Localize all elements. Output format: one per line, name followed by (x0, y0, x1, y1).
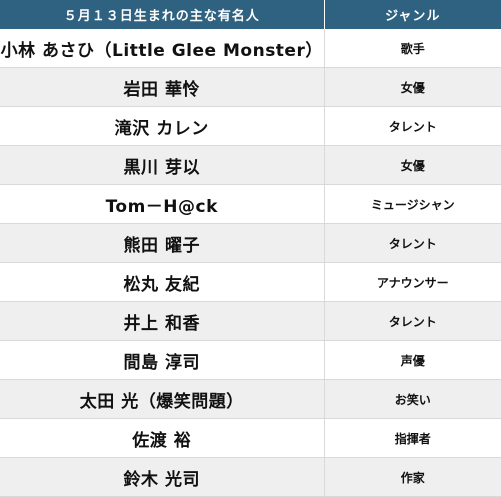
table-row: 間島 淳司 声優 (0, 340, 501, 380)
celebrity-name: 佐渡 裕 (0, 418, 325, 458)
celebrity-name: 鈴木 光司 (0, 457, 325, 497)
celebrity-genre: ミュージシャン (324, 184, 501, 224)
celebrity-genre: アナウンサー (324, 262, 501, 302)
celebrity-name: 太田 光（爆笑問題） (0, 379, 325, 419)
celebrity-genre: 作家 (324, 457, 501, 497)
table-row: 井上 和香 タレント (0, 301, 501, 341)
celebrity-name: 井上 和香 (0, 301, 325, 341)
table-row: 熊田 曜子 タレント (0, 223, 501, 263)
table-row: 滝沢 カレン タレント (0, 106, 501, 146)
table-row: 鈴木 光司 作家 (0, 457, 501, 497)
celebrity-name: Tom－H@ck (0, 184, 325, 224)
table-row: Tom－H@ck ミュージシャン (0, 184, 501, 224)
celebrity-genre: タレント (324, 106, 501, 146)
celebrity-name: 松丸 友紀 (0, 262, 325, 302)
table-row: 松丸 友紀 アナウンサー (0, 262, 501, 302)
celebrity-genre: 声優 (324, 340, 501, 380)
celebrity-genre: 女優 (324, 145, 501, 185)
table-row: 岩田 華怜 女優 (0, 67, 501, 107)
celebrity-name: 滝沢 カレン (0, 106, 325, 146)
header-name: ５月１３日生まれの主な有名人 (0, 0, 325, 29)
table-row: 佐渡 裕 指揮者 (0, 418, 501, 458)
table-row: 黒川 芽以 女優 (0, 145, 501, 185)
table-row: 太田 光（爆笑問題） お笑い (0, 379, 501, 419)
celebrity-genre: タレント (324, 223, 501, 263)
celebrity-name: 小林 あさひ（Little Glee Monster） (0, 29, 325, 68)
header-genre: ジャンル (324, 0, 501, 29)
table-row: 小林 あさひ（Little Glee Monster） 歌手 (0, 29, 501, 68)
celebrity-name: 間島 淳司 (0, 340, 325, 380)
celebrity-genre: 指揮者 (324, 418, 501, 458)
celebrity-name: 熊田 曜子 (0, 223, 325, 263)
celebrity-genre: タレント (324, 301, 501, 341)
celebrity-genre: 女優 (324, 67, 501, 107)
table-header-row: ５月１３日生まれの主な有名人 ジャンル (0, 0, 501, 29)
celebrity-genre: お笑い (324, 379, 501, 419)
celebrity-genre: 歌手 (324, 29, 501, 68)
celebrity-name: 岩田 華怜 (0, 67, 325, 107)
celebrity-name: 黒川 芽以 (0, 145, 325, 185)
